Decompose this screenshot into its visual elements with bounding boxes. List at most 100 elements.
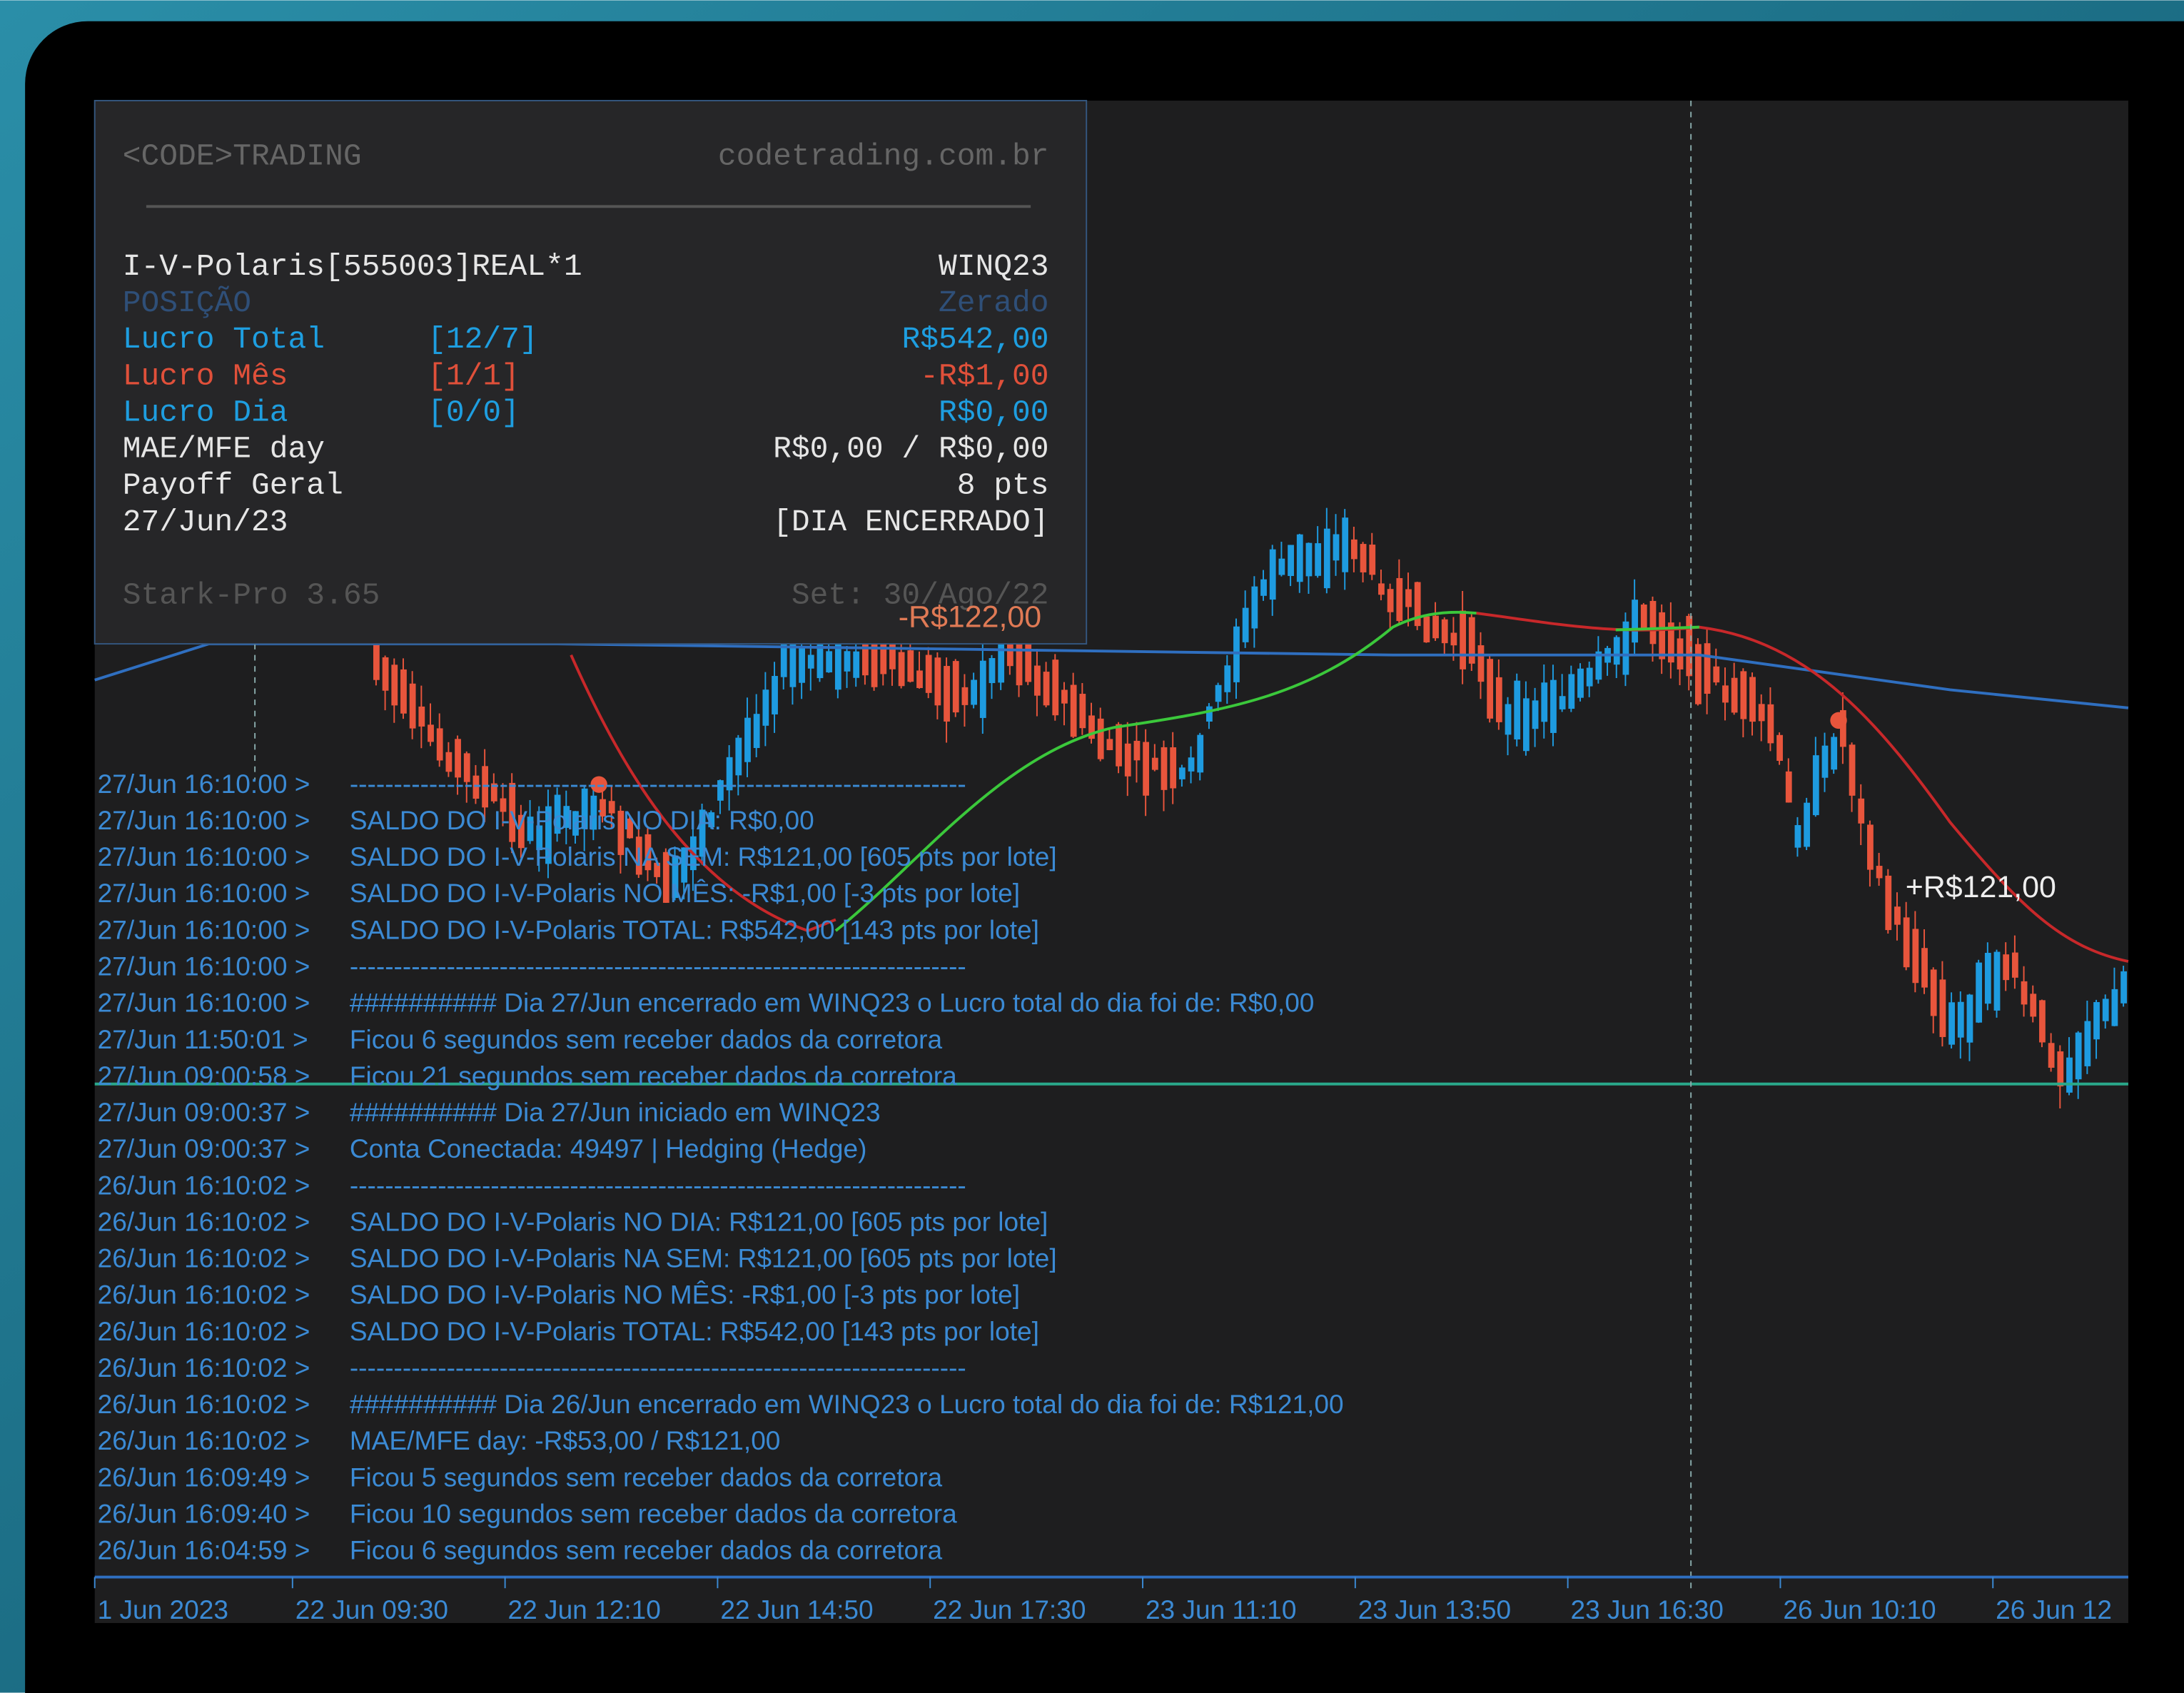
trade-label: +R$121,00 bbox=[1906, 870, 2056, 904]
candle bbox=[1297, 535, 1303, 582]
candle bbox=[1749, 677, 1756, 722]
site: codetrading.com.br bbox=[718, 139, 1049, 174]
candle bbox=[1188, 757, 1195, 772]
log-time: 27/Jun 16:10:00 > bbox=[98, 988, 310, 1018]
candle bbox=[1894, 906, 1901, 924]
candle bbox=[1912, 929, 1918, 983]
candle bbox=[2030, 994, 2036, 1016]
log-message: Ficou 5 segundos sem receber dados da co… bbox=[350, 1462, 943, 1492]
x-tick-label: 23 Jun 13:50 bbox=[1358, 1595, 1511, 1624]
candle bbox=[934, 657, 941, 705]
candle bbox=[944, 666, 950, 722]
x-tick-label: 23 Jun 11:10 bbox=[1146, 1595, 1297, 1624]
candle bbox=[1795, 825, 1801, 848]
candle bbox=[1876, 866, 1883, 878]
log-message: ----------------------------------------… bbox=[350, 769, 966, 799]
candle bbox=[1867, 824, 1874, 869]
candle bbox=[916, 670, 923, 688]
candle bbox=[971, 679, 977, 704]
candle bbox=[373, 645, 380, 680]
log-message: SALDO DO I-V-Polaris NO MÊS: -R$1,00 [-3… bbox=[350, 1280, 1020, 1310]
screenshot: <CODE>TRADING codetrading.com.br Stark-P… bbox=[0, 0, 2184, 1693]
candle bbox=[1722, 685, 1729, 702]
candle bbox=[1378, 583, 1385, 595]
candle bbox=[772, 676, 778, 714]
brand: <CODE>TRADING bbox=[123, 139, 362, 174]
candle bbox=[1496, 677, 1502, 722]
candle bbox=[1713, 667, 1719, 682]
row-label: Lucro Dia bbox=[123, 395, 288, 430]
candle bbox=[907, 650, 914, 682]
candle bbox=[2003, 954, 2009, 980]
candle bbox=[2048, 1043, 2055, 1068]
candle bbox=[437, 728, 443, 760]
candle bbox=[1731, 678, 1738, 713]
candle bbox=[781, 644, 787, 677]
log-time: 27/Jun 16:10:00 > bbox=[98, 951, 310, 981]
candle bbox=[1451, 632, 1457, 645]
candle bbox=[989, 658, 996, 683]
log-message: ----------------------------------------… bbox=[350, 1170, 966, 1200]
candle bbox=[980, 661, 986, 718]
candle bbox=[1831, 737, 1837, 769]
candle bbox=[2066, 1058, 2073, 1093]
candle bbox=[853, 652, 859, 678]
candle bbox=[844, 651, 851, 672]
candle bbox=[2076, 1033, 2082, 1080]
candle bbox=[1885, 876, 1891, 930]
row-label: 27/Jun/23 bbox=[123, 505, 288, 540]
candle bbox=[1043, 672, 1050, 705]
candle bbox=[744, 718, 751, 762]
candle bbox=[1958, 1002, 1964, 1038]
candle bbox=[1061, 689, 1068, 703]
candle bbox=[1333, 534, 1340, 560]
candle bbox=[418, 707, 425, 727]
candle bbox=[1324, 529, 1330, 588]
row-value: R$542,00 bbox=[901, 322, 1048, 357]
row-label: POSIÇÃO bbox=[123, 285, 251, 320]
candle bbox=[2039, 1000, 2046, 1042]
candle bbox=[826, 651, 832, 672]
candle bbox=[1260, 580, 1267, 596]
candle bbox=[808, 655, 814, 668]
candle bbox=[1659, 612, 1665, 659]
x-tick-label: 22 Jun 17:30 bbox=[933, 1595, 1086, 1624]
log-time: 26/Jun 16:10:02 > bbox=[98, 1389, 310, 1419]
page: <CODE>TRADING codetrading.com.br Stark-P… bbox=[0, 0, 2184, 1693]
candle bbox=[1442, 620, 1448, 643]
log-time: 26/Jun 16:10:02 > bbox=[98, 1280, 310, 1310]
candle bbox=[1921, 948, 1928, 987]
log-time: 26/Jun 16:09:40 > bbox=[98, 1498, 310, 1528]
candle bbox=[1152, 758, 1158, 770]
candle bbox=[1985, 953, 1991, 1004]
candle bbox=[2093, 1002, 2100, 1039]
candle bbox=[1767, 704, 1774, 744]
log-time: 27/Jun 09:00:58 > bbox=[98, 1061, 310, 1091]
candle bbox=[1161, 747, 1168, 790]
candle bbox=[1822, 746, 1829, 778]
log-time: 26/Jun 16:10:02 > bbox=[98, 1243, 310, 1273]
candle bbox=[1116, 724, 1122, 767]
candle bbox=[1143, 742, 1149, 796]
log-message: MAE/MFE day: -R$53,00 / R$121,00 bbox=[350, 1425, 781, 1455]
candle bbox=[1559, 696, 1566, 709]
row-label: Lucro Mês bbox=[123, 358, 288, 393]
row-value: Zerado bbox=[939, 285, 1049, 320]
candle bbox=[2057, 1051, 2063, 1086]
log-message: Ficou 21 segundos sem receber dados da c… bbox=[350, 1061, 957, 1091]
candle bbox=[1858, 799, 1864, 824]
candle bbox=[1025, 640, 1031, 682]
candle bbox=[1550, 680, 1557, 733]
log-time: 27/Jun 11:50:01 > bbox=[98, 1024, 308, 1054]
candle bbox=[1134, 741, 1141, 760]
candle bbox=[2120, 971, 2127, 1004]
candle bbox=[428, 724, 434, 742]
candle bbox=[790, 643, 797, 687]
candle bbox=[1469, 617, 1475, 664]
log-time: 26/Jun 16:10:02 > bbox=[98, 1425, 310, 1455]
candle bbox=[400, 669, 407, 714]
candle bbox=[1279, 559, 1285, 575]
candle bbox=[1994, 952, 2001, 1011]
candle bbox=[1904, 917, 1910, 967]
x-tick-label: 1 Jun 2023 bbox=[98, 1595, 228, 1624]
